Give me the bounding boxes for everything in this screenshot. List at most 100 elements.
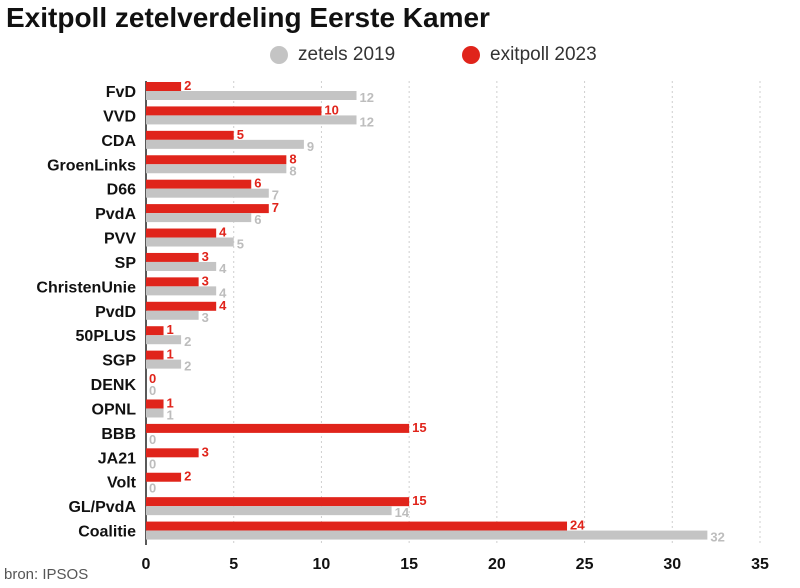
chart-title: Exitpoll zetelverdeling Eerste Kamer <box>6 2 490 33</box>
bar-exitpoll-2023 <box>146 130 234 140</box>
data-label-exitpoll-2023: 1 <box>167 395 174 410</box>
data-label-exitpoll-2023: 24 <box>570 518 585 533</box>
data-label-zetels-2019: 1 <box>167 407 174 422</box>
bar-exitpoll-2023 <box>146 350 164 360</box>
bar-zetels-2019 <box>146 286 217 296</box>
data-label-zetels-2019: 0 <box>149 481 156 496</box>
data-label-exitpoll-2023: 10 <box>324 102 338 117</box>
category-label: CDA <box>101 133 136 150</box>
bar-exitpoll-2023 <box>146 448 199 458</box>
category-label: PvdA <box>95 206 136 223</box>
legend-label-zetels-2019: zetels 2019 <box>298 44 396 65</box>
x-tick-label: 10 <box>313 556 331 573</box>
data-label-exitpoll-2023: 15 <box>412 493 426 508</box>
data-label-zetels-2019: 9 <box>307 139 314 154</box>
category-label: JA21 <box>98 450 136 467</box>
category-label: SGP <box>102 353 136 370</box>
category-label: ChristenUnie <box>36 279 136 296</box>
data-label-zetels-2019: 0 <box>149 456 156 471</box>
data-label-exitpoll-2023: 8 <box>289 151 296 166</box>
bar-zetels-2019 <box>146 335 182 345</box>
bar-exitpoll-2023 <box>146 82 182 91</box>
bar-exitpoll-2023 <box>146 521 568 531</box>
legend-label-exitpoll-2023: exitpoll 2023 <box>490 44 597 65</box>
bar-exitpoll-2023 <box>146 423 410 433</box>
data-label-exitpoll-2023: 15 <box>412 420 426 435</box>
category-label: PVV <box>104 231 136 248</box>
bar-zetels-2019 <box>146 530 708 540</box>
legend: zetels 2019 exitpoll 2023 <box>0 44 800 72</box>
data-label-zetels-2019: 2 <box>184 359 191 374</box>
bar-zetels-2019 <box>146 359 182 369</box>
data-label-exitpoll-2023: 3 <box>202 444 209 459</box>
x-tick-label: 20 <box>488 556 506 573</box>
source-note: bron: IPSOS <box>4 566 89 583</box>
data-label-zetels-2019: 8 <box>289 163 296 178</box>
data-label-exitpoll-2023: 1 <box>167 347 174 362</box>
data-label-zetels-2019: 0 <box>149 432 156 447</box>
category-label: VVD <box>103 108 136 125</box>
bar-zetels-2019 <box>146 164 287 174</box>
bar-exitpoll-2023 <box>146 179 252 189</box>
bar-exitpoll-2023 <box>146 277 199 287</box>
data-label-zetels-2019: 2 <box>184 334 191 349</box>
category-label: BBB <box>101 426 136 443</box>
data-label-exitpoll-2023: 6 <box>254 176 261 191</box>
legend-swatch-exitpoll-2023 <box>462 46 480 64</box>
data-label-zetels-2019: 3 <box>202 310 209 325</box>
category-label: D66 <box>107 182 136 199</box>
x-tick-label: 30 <box>663 556 681 573</box>
data-label-exitpoll-2023: 4 <box>219 225 227 240</box>
bar-zetels-2019 <box>146 188 269 198</box>
data-label-exitpoll-2023: 2 <box>184 469 191 484</box>
bar-zetels-2019 <box>146 408 164 418</box>
data-label-zetels-2019: 4 <box>219 285 227 300</box>
category-label: 50PLUS <box>76 328 137 345</box>
legend-item-zetels-2019: zetels 2019 <box>270 44 395 66</box>
data-label-exitpoll-2023: 3 <box>202 249 209 264</box>
category-label: GL/PvdA <box>68 499 136 516</box>
bar-zetels-2019 <box>146 213 252 223</box>
bar-zetels-2019 <box>146 310 199 320</box>
bar-exitpoll-2023 <box>146 472 182 482</box>
bar-exitpoll-2023 <box>146 497 410 507</box>
legend-item-exitpoll-2023: exitpoll 2023 <box>462 44 597 66</box>
data-label-zetels-2019: 5 <box>237 237 244 252</box>
data-label-exitpoll-2023: 3 <box>202 273 209 288</box>
data-label-zetels-2019: 0 <box>149 383 156 398</box>
x-tick-label: 0 <box>142 556 151 573</box>
data-label-exitpoll-2023: 0 <box>149 371 156 386</box>
category-label: GroenLinks <box>47 157 136 174</box>
data-label-exitpoll-2023: 5 <box>237 127 244 142</box>
x-tick-label: 35 <box>751 556 769 573</box>
data-label-zetels-2019: 7 <box>272 188 279 203</box>
x-tick-label: 25 <box>576 556 594 573</box>
bar-zetels-2019 <box>146 261 217 271</box>
data-label-exitpoll-2023: 4 <box>219 298 227 313</box>
data-label-exitpoll-2023: 2 <box>184 78 191 93</box>
category-label: Coalitie <box>78 524 136 541</box>
bar-exitpoll-2023 <box>146 106 322 116</box>
data-label-zetels-2019: 14 <box>395 505 410 520</box>
data-label-exitpoll-2023: 1 <box>167 322 174 337</box>
x-tick-label: 5 <box>229 556 238 573</box>
data-label-zetels-2019: 4 <box>219 261 227 276</box>
category-label: Volt <box>107 475 137 492</box>
bar-exitpoll-2023 <box>146 252 199 262</box>
category-label: SP <box>115 255 137 272</box>
bar-zetels-2019 <box>146 115 357 125</box>
legend-swatch-zetels-2019 <box>270 46 288 64</box>
data-label-zetels-2019: 6 <box>254 212 261 227</box>
bar-exitpoll-2023 <box>146 326 164 336</box>
category-label: FvD <box>106 84 136 101</box>
bar-exitpoll-2023 <box>146 301 217 311</box>
category-label: OPNL <box>92 401 137 418</box>
data-label-zetels-2019: 32 <box>710 530 724 545</box>
bar-exitpoll-2023 <box>146 155 287 165</box>
bar-zetels-2019 <box>146 91 357 100</box>
bar-zetels-2019 <box>146 237 234 247</box>
data-label-zetels-2019: 12 <box>360 114 374 129</box>
x-tick-label: 15 <box>400 556 418 573</box>
data-label-exitpoll-2023: 7 <box>272 200 279 215</box>
